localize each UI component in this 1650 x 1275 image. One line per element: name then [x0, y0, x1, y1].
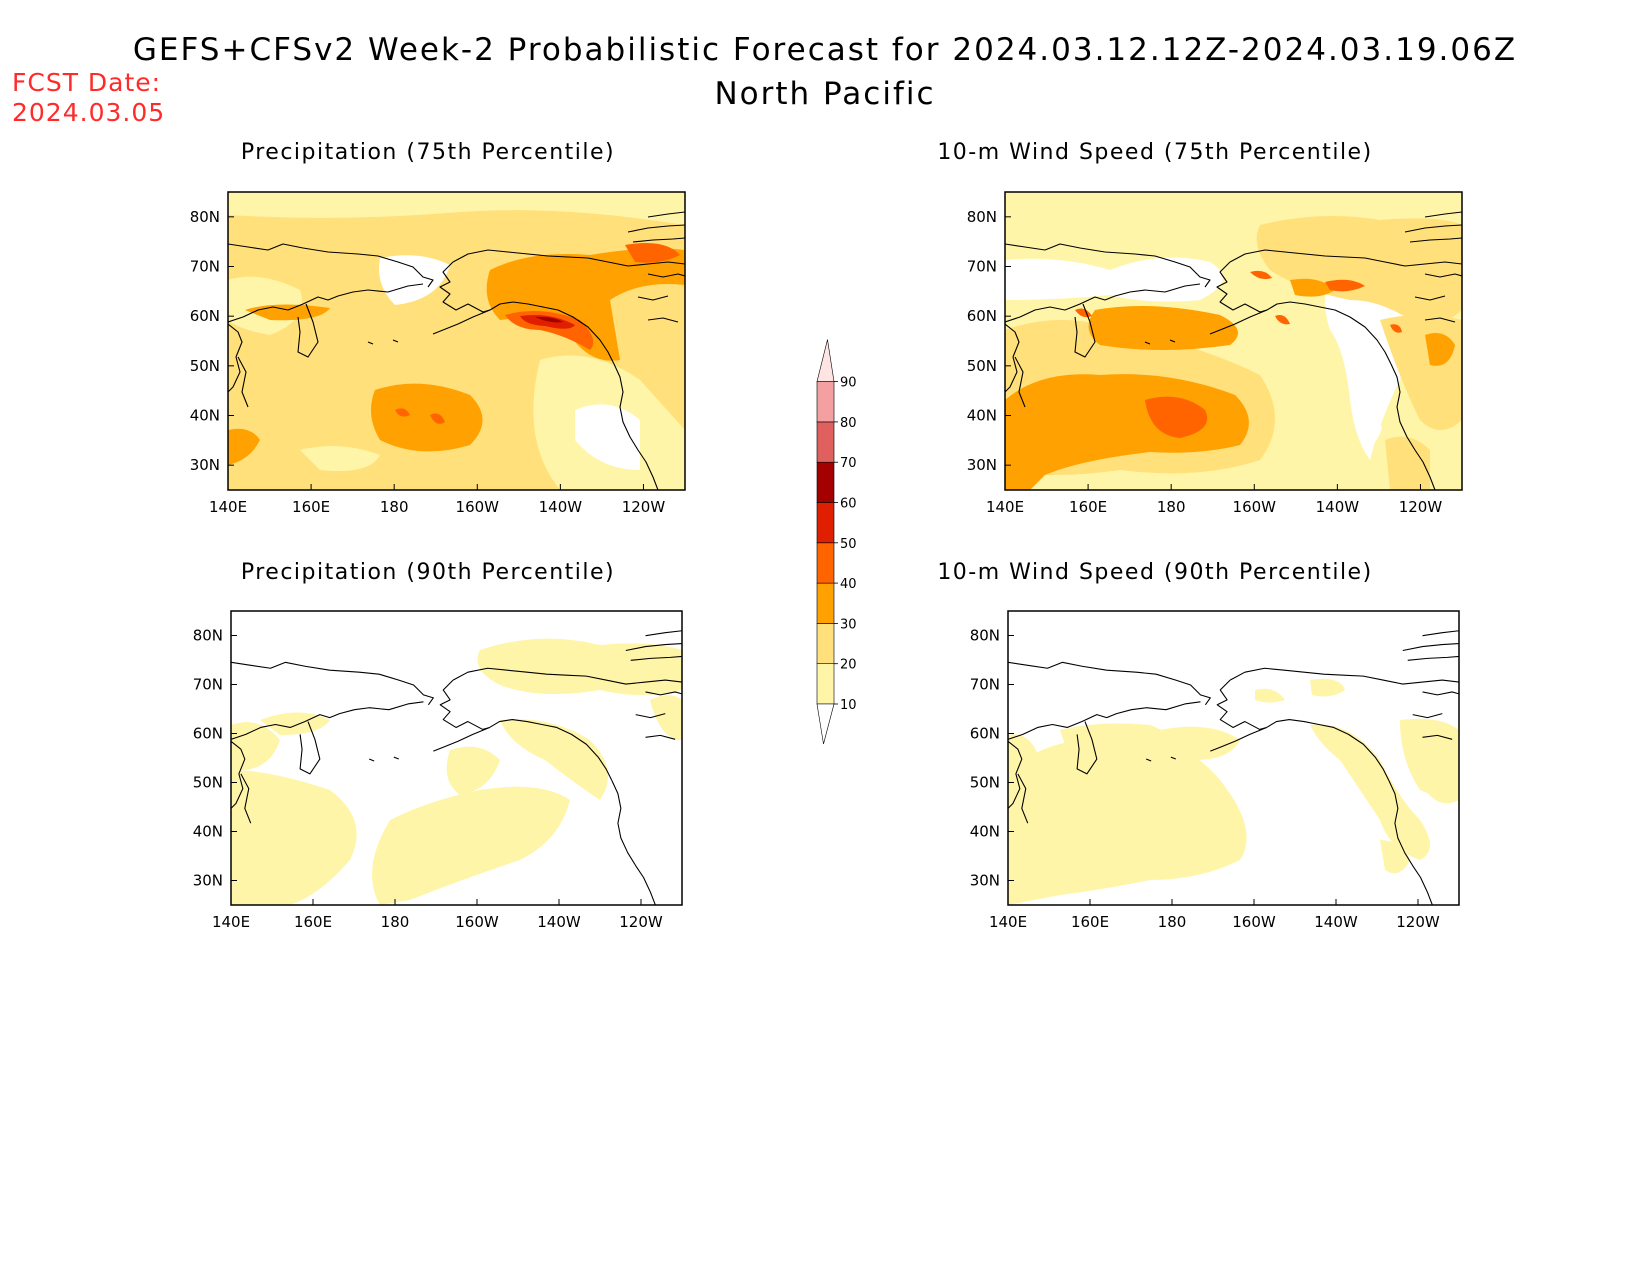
x-tick-label-precip75: 160W: [456, 498, 500, 516]
colorbar-bin: [816, 381, 835, 423]
y-tick-label-precip90: 80N: [193, 627, 223, 645]
x-tick-label-precip90: 160E: [294, 913, 332, 931]
y-tick-label-precip90: 70N: [193, 676, 223, 694]
y-tick-label-precip75: 60N: [190, 307, 220, 325]
map-panel-precip90: [230, 610, 683, 906]
region-subtitle: North Pacific: [714, 76, 936, 112]
colorbar-top-triangle: [816, 339, 835, 382]
colorbar-label: 20: [840, 658, 857, 673]
colorbar-bottom-triangle: [816, 703, 835, 745]
colorbar-bin: [816, 461, 835, 503]
x-tick-label-wind90: 120W: [1396, 913, 1440, 931]
probability-colorbar: 10 20 30 40 50 60 70 80 90: [816, 339, 857, 745]
colorbar-label: 10: [840, 698, 857, 713]
map-frame-wind90: [1007, 610, 1460, 906]
colorbar-label: 80: [840, 416, 857, 431]
colorbar-label: 30: [840, 617, 857, 632]
colorbar-label: 40: [840, 577, 857, 592]
map-panel-wind90: [1007, 610, 1460, 906]
y-tick-label-wind90: 30N: [970, 872, 1000, 890]
probability-field-precip90: [231, 611, 682, 905]
x-tick-label-wind75: 160E: [1069, 498, 1107, 516]
probability-field-wind90: [1008, 611, 1459, 905]
x-tick-label-precip75: 120W: [622, 498, 666, 516]
colorbar-bin: [816, 663, 835, 705]
x-tick-label-precip75: 160E: [292, 498, 330, 516]
colorbar-bin: [816, 582, 835, 624]
y-tick-label-precip75: 80N: [190, 208, 220, 226]
y-tick-label-wind75: 70N: [967, 258, 997, 276]
y-tick-label-wind75: 60N: [967, 307, 997, 325]
map-panel-precip75: [227, 191, 686, 491]
x-tick-label-precip75: 140E: [209, 498, 247, 516]
panel-title-precip75: Precipitation (75th Percentile): [240, 140, 616, 165]
x-tick-label-wind75: 120W: [1399, 498, 1443, 516]
y-tick-label-precip90: 40N: [193, 823, 223, 841]
y-tick-label-wind75: 50N: [967, 357, 997, 375]
y-tick-label-precip75: 40N: [190, 407, 220, 425]
x-tick-label-wind90: 140E: [989, 913, 1027, 931]
x-tick-label-wind90: 180: [1158, 913, 1187, 931]
colorbar-bin: [816, 502, 835, 544]
x-tick-label-wind75: 160W: [1233, 498, 1277, 516]
axes-layer: 140E 160E 180 160W 140W 120W 30N 40N 50N 60N 70N 80…: [190, 208, 1443, 931]
y-tick-label-wind90: 60N: [970, 725, 1000, 743]
y-tick-label-wind90: 80N: [970, 627, 1000, 645]
x-tick-label-wind90: 160W: [1232, 913, 1276, 931]
panel-title-wind90: 10-m Wind Speed (90th Percentile): [937, 560, 1373, 585]
map-frame-precip90: [230, 610, 683, 906]
y-tick-label-wind90: 40N: [970, 823, 1000, 841]
panel-title-wind75: 10-m Wind Speed (75th Percentile): [937, 140, 1373, 165]
probability-field-wind75: [1005, 192, 1462, 490]
map-frame-precip75: [227, 191, 686, 491]
y-tick-label-precip75: 50N: [190, 357, 220, 375]
y-tick-label-precip75: 70N: [190, 258, 220, 276]
x-tick-label-wind75: 140E: [986, 498, 1024, 516]
y-tick-label-precip90: 30N: [193, 872, 223, 890]
x-tick-label-precip90: 180: [381, 913, 410, 931]
y-tick-label-wind75: 30N: [967, 456, 997, 474]
y-tick-label-wind90: 50N: [970, 774, 1000, 792]
forecast-date-label: FCST Date:: [12, 68, 162, 97]
map-panel-wind75: [1004, 191, 1463, 491]
x-tick-label-precip75: 140W: [539, 498, 583, 516]
map-frame-wind75: [1004, 191, 1463, 491]
y-tick-label-precip90: 60N: [193, 725, 223, 743]
x-tick-label-precip90: 120W: [619, 913, 663, 931]
x-tick-label-wind90: 160E: [1071, 913, 1109, 931]
colorbar-label: 50: [840, 537, 857, 552]
forecast-date-value: 2024.03.05: [12, 98, 166, 127]
main-title: GEFS+CFSv2 Week-2 Probabilistic Forecast…: [132, 32, 1518, 68]
y-tick-label-precip75: 30N: [190, 456, 220, 474]
y-tick-label-wind75: 80N: [967, 208, 997, 226]
x-tick-label-precip90: 140W: [537, 913, 581, 931]
x-tick-label-precip90: 140E: [212, 913, 250, 931]
colorbar-bin: [816, 623, 835, 665]
colorbar-label: 70: [840, 456, 857, 471]
x-tick-label-wind75: 140W: [1316, 498, 1360, 516]
colorbar-bin: [816, 542, 835, 584]
panel-title-precip90: Precipitation (90th Percentile): [240, 560, 616, 585]
y-tick-label-wind75: 40N: [967, 407, 997, 425]
x-tick-label-wind75: 180: [1157, 498, 1186, 516]
y-tick-label-precip90: 50N: [193, 774, 223, 792]
y-tick-label-wind90: 70N: [970, 676, 1000, 694]
x-tick-label-wind90: 140W: [1314, 913, 1358, 931]
x-tick-label-precip90: 160W: [455, 913, 499, 931]
x-tick-label-precip75: 180: [380, 498, 409, 516]
colorbar-label: 90: [840, 376, 857, 391]
probability-field-precip75: [228, 192, 685, 490]
colorbar-label: 60: [840, 497, 857, 512]
colorbar-bin: [816, 421, 835, 463]
